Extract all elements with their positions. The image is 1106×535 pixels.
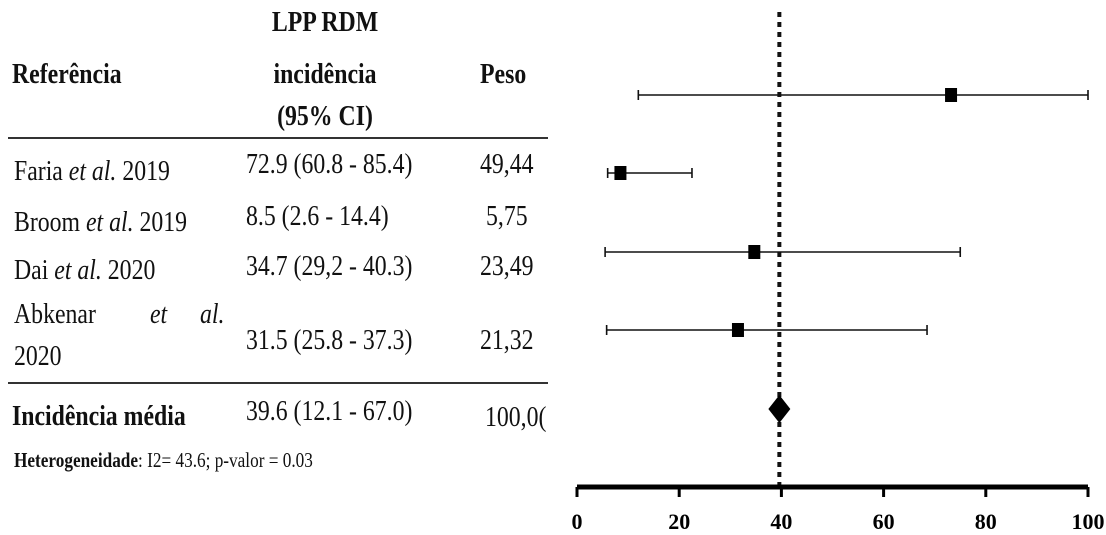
point-estimate-3 bbox=[748, 245, 761, 259]
point-estimate-2 bbox=[614, 166, 627, 180]
row-1-year: 2019 bbox=[116, 155, 170, 187]
row-1-etal: et al. bbox=[68, 155, 117, 187]
row-4-year: 2020 bbox=[14, 340, 62, 372]
row-2-ci: 8.5 (2.6 - 14.4) bbox=[246, 200, 389, 232]
row-3-weight: 23,49 bbox=[480, 250, 534, 282]
header-incidence-line1: LPP RDM bbox=[271, 6, 379, 38]
row-2-reference: Broom et al. 2019 bbox=[14, 208, 187, 237]
row-1-ci: 72.9 (60.8 - 85.4) bbox=[246, 148, 413, 180]
heterogeneity-note: Heterogeneidade: I2= 43.6; p-valor = 0.0… bbox=[14, 450, 313, 471]
row-3-author: Dai bbox=[14, 254, 55, 286]
heterogeneity-text: : I2= 43.6; p-valor = 0.03 bbox=[138, 448, 313, 472]
summary-diamond bbox=[768, 395, 791, 423]
row-2-weight: 5,75 bbox=[486, 200, 528, 232]
row-4-ci: 31.5 (25.8 - 37.3) bbox=[246, 324, 413, 356]
row-4-et: et bbox=[150, 298, 168, 330]
x-tick-label-40: 40 bbox=[770, 509, 792, 534]
row-3-etal: et al. bbox=[54, 254, 102, 286]
header-rule bbox=[8, 137, 548, 139]
x-tick-label-80: 80 bbox=[975, 509, 997, 534]
x-tick-label-100: 100 bbox=[1072, 509, 1105, 534]
row-4-weight: 21,32 bbox=[480, 324, 534, 356]
summary-weight: 100,0( bbox=[485, 401, 547, 433]
row-2-author: Broom bbox=[14, 206, 87, 238]
row-2-year: 2019 bbox=[133, 206, 188, 238]
row-3-reference: Dai et al. 2020 bbox=[14, 256, 155, 285]
x-tick-label-0: 0 bbox=[572, 509, 583, 534]
heterogeneity-label: Heterogeneidade bbox=[14, 448, 139, 472]
summary-ci: 39.6 (12.1 - 67.0) bbox=[246, 395, 413, 427]
row-1-author: Faria bbox=[14, 155, 69, 187]
x-tick-label-20: 20 bbox=[668, 509, 690, 534]
row-4-author: Abkenar bbox=[14, 298, 96, 330]
header-reference: Referência bbox=[12, 58, 122, 90]
point-estimate-4 bbox=[731, 323, 744, 337]
row-3-year: 2020 bbox=[101, 254, 156, 286]
point-estimate-1 bbox=[945, 88, 958, 102]
row-1-reference: Faria et al. 2019 bbox=[14, 157, 170, 186]
row-2-etal: et al. bbox=[86, 206, 134, 238]
summary-rule bbox=[8, 382, 548, 384]
summary-label: Incidência média bbox=[12, 400, 186, 432]
row-3-ci: 34.7 (29,2 - 40.3) bbox=[246, 250, 413, 282]
header-incidence-line2: incidência bbox=[273, 58, 377, 90]
header-incidence-line3: (95% CI) bbox=[277, 100, 373, 132]
x-tick-label-60: 60 bbox=[873, 509, 895, 534]
row-4-al: al. bbox=[200, 298, 225, 330]
row-1-weight: 49,44 bbox=[480, 148, 534, 180]
header-weight: Peso bbox=[480, 58, 527, 90]
